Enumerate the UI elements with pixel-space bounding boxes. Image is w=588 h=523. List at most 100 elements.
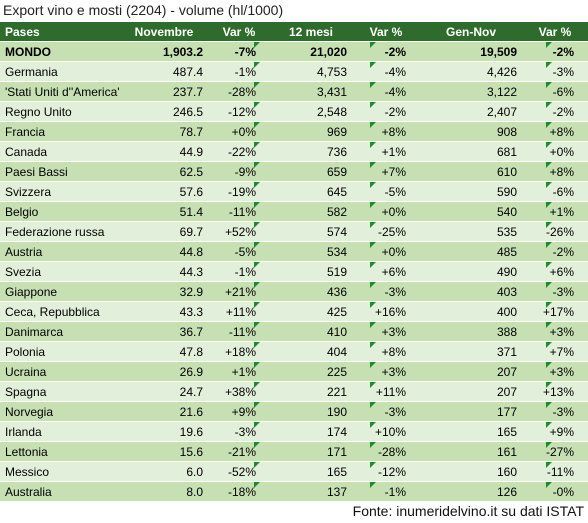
country-cell: Spagna (5, 385, 47, 399)
country-cell: Canada (5, 145, 48, 159)
value-cell: +8% (381, 125, 406, 139)
cell-indicator (370, 482, 376, 488)
value-cell: +7% (549, 345, 574, 359)
value-cell: 137 (326, 485, 347, 499)
value-cell: +6% (381, 265, 406, 279)
value-cell: -52% (227, 465, 256, 479)
cell-indicator (370, 322, 376, 328)
country-cell: Svizzera (5, 185, 52, 199)
value-cell: +6% (549, 265, 574, 279)
value-cell: 21,020 (310, 45, 347, 59)
value-cell: 62.5 (179, 165, 203, 179)
value-cell: 410 (326, 325, 347, 339)
cell-indicator (546, 262, 552, 268)
value-cell: 44.9 (179, 145, 203, 159)
value-cell: +8% (549, 165, 574, 179)
country-cell: Svezia (5, 265, 42, 279)
value-cell: 69.7 (179, 225, 203, 239)
cell-indicator (370, 402, 376, 408)
value-cell: -2% (552, 45, 574, 59)
header-cell: Pases (5, 25, 40, 39)
value-cell: +11% (225, 305, 256, 319)
value-cell: +3% (549, 325, 574, 339)
value-cell: 43.3 (179, 305, 203, 319)
value-cell: 207 (496, 385, 517, 399)
header-cell: Var % (538, 25, 572, 39)
value-cell: +3% (381, 365, 406, 379)
cell-indicator (546, 442, 552, 448)
country-cell: MONDO (5, 45, 51, 59)
cell-indicator (546, 422, 552, 428)
header-cell: Var % (222, 25, 256, 39)
value-cell: 534 (326, 245, 347, 259)
value-cell: 24.7 (179, 385, 203, 399)
cell-indicator (370, 42, 376, 48)
footer: Fonte: inumeridelvino.it su dati ISTAT (352, 503, 584, 519)
table-row: Paesi Bassi 62.5 -9% 659 +7% 610 +8% (0, 162, 588, 182)
cell-indicator (546, 482, 552, 488)
header-row: Pases Novembre Var % 12 mesi Var % Gen-Nov Var… (0, 22, 588, 42)
value-cell: -3% (384, 285, 406, 299)
value-cell: 6.0 (186, 465, 203, 479)
cell-indicator (254, 202, 260, 208)
value-cell: 47.8 (179, 345, 203, 359)
value-cell: 681 (496, 145, 517, 159)
value-cell: -6% (552, 185, 574, 199)
table-row: Messico 6.0 -52% 165 -12% 160 -11% (0, 462, 588, 482)
cell-indicator (370, 282, 376, 288)
table-row: Giappone 32.9 +21% 436 -3% 403 -3% (0, 282, 588, 302)
cell-indicator (254, 42, 260, 48)
cell-indicator (370, 62, 376, 68)
value-cell: -2% (384, 105, 406, 119)
cell-indicator (254, 122, 260, 128)
table-row: Canada 44.9 -22% 736 +1% 681 +0% (0, 142, 588, 162)
value-cell: 126 (496, 485, 517, 499)
header-cell: 12 mesi (288, 25, 334, 39)
value-cell: -2% (552, 105, 574, 119)
cell-indicator (254, 402, 260, 408)
value-cell: 4,753 (316, 65, 347, 79)
value-cell: -11% (228, 325, 256, 339)
country-cell: Austria (5, 245, 43, 259)
country-cell: Giappone (5, 285, 58, 299)
value-cell: -27% (545, 445, 574, 459)
cell-indicator (370, 182, 376, 188)
value-cell: -0% (552, 485, 574, 499)
table-row: Irlanda 19.6 -3% 174 +10% 165 +9% (0, 422, 588, 442)
value-cell: -2% (384, 45, 406, 59)
value-cell: -28% (227, 85, 256, 99)
value-cell: +0% (381, 205, 406, 219)
value-cell: -26% (545, 225, 574, 239)
cell-indicator (254, 242, 260, 248)
table-row: MONDO 1,903.2 -7% 21,020 -2% 19,509 -2% (0, 42, 588, 62)
value-cell: +21% (224, 285, 256, 299)
cell-indicator (254, 142, 260, 148)
value-cell: +0% (231, 125, 256, 139)
country-cell: Norvegia (5, 405, 54, 419)
table-row: Polonia 47.8 +18% 404 +8% 371 +7% (0, 342, 588, 362)
value-cell: -18% (227, 485, 256, 499)
value-cell: +16% (374, 305, 406, 319)
value-cell: 659 (326, 165, 347, 179)
value-cell: -3% (552, 285, 574, 299)
value-cell: +1% (231, 365, 256, 379)
table-row: Australia 8.0 -18% 137 -1% 126 -0% (0, 482, 588, 502)
cell-indicator (254, 102, 260, 108)
value-cell: 3,431 (316, 85, 347, 99)
cell-indicator (254, 222, 260, 228)
value-cell: 4,426 (486, 65, 517, 79)
value-cell: 19.6 (179, 425, 203, 439)
cell-indicator (546, 62, 552, 68)
value-cell: -28% (377, 445, 406, 459)
value-cell: -11% (228, 205, 256, 219)
table-row: Belgio 51.4 -11% 582 +0% 540 +1% (0, 202, 588, 222)
cell-indicator (370, 442, 376, 448)
cell-indicator (254, 62, 260, 68)
value-cell: 160 (496, 465, 517, 479)
cell-indicator (370, 242, 376, 248)
cell-indicator (370, 222, 376, 228)
value-cell: 436 (326, 285, 347, 299)
cell-indicator (370, 162, 376, 168)
value-cell: +10% (374, 425, 406, 439)
